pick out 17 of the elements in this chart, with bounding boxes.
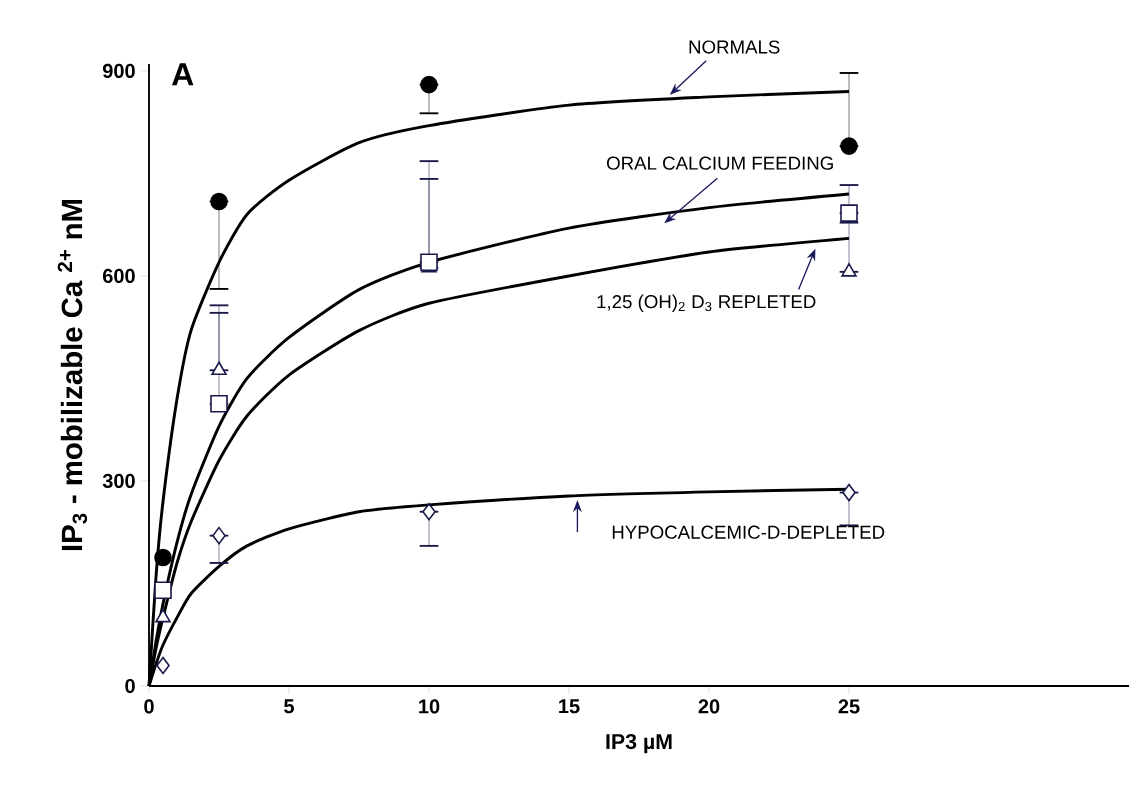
series-label: 1,25 (OH)$_{2}$ D$_{3}$ REPLETED: [597, 294, 816, 312]
y-tick-label: 900: [102, 63, 135, 79]
y-axis-title: IP$_{3}$ - mobilizable Ca $^{2+}$ nM: [57, 200, 88, 551]
x-tick-label: 15: [559, 699, 580, 714]
y-tick-label: 600: [102, 268, 135, 284]
x-axis-title: IP3 µM: [606, 734, 672, 754]
x-tick-label: 20: [698, 699, 720, 714]
x-tick-label: 10: [419, 699, 440, 714]
text: NORMALS: [689, 40, 780, 54]
y-tick-label: 0: [125, 678, 135, 694]
x-tick-label: 5: [284, 699, 295, 714]
series-label: ORAL CALCIUM FEEDING: [606, 156, 833, 170]
annotation: A: [171, 63, 194, 86]
x-tick-label: 25: [838, 699, 860, 714]
y-tick-label: 300: [102, 473, 135, 489]
x-tick-label: 0: [144, 699, 154, 714]
series-label: HYPOCALCEMIC-D-DEPLETED: [612, 525, 885, 539]
